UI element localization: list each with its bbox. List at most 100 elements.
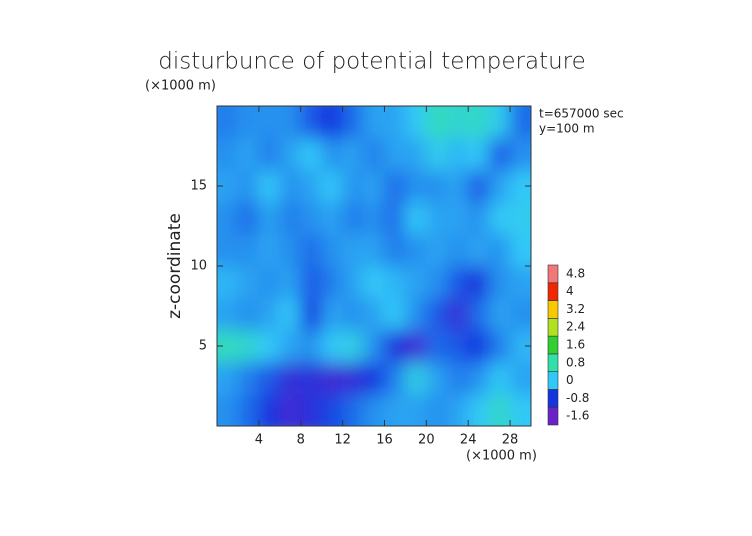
axes: 4 8 12 16 20 24 28 5 10 15 -1.6 -0.8 0 0.8 1.6 2.4 3.2 4 4… xyxy=(190,105,589,448)
cell xyxy=(467,297,490,331)
cell xyxy=(321,233,344,267)
x-tick-label: 12 xyxy=(334,433,351,448)
cell xyxy=(363,169,385,203)
cell xyxy=(258,393,281,426)
cell xyxy=(404,169,427,203)
colorbar-label: 4 xyxy=(566,284,574,298)
colorbar-box xyxy=(547,389,559,408)
cell xyxy=(321,201,344,235)
cell xyxy=(258,361,281,395)
cell xyxy=(321,329,344,363)
cell xyxy=(383,233,406,267)
cell xyxy=(467,169,490,203)
cell xyxy=(383,106,406,139)
colorbar-label: 1.6 xyxy=(566,338,585,352)
cell xyxy=(321,106,344,139)
cell xyxy=(279,297,302,331)
cell xyxy=(363,265,385,299)
colorbar-label: 4.8 xyxy=(566,266,585,280)
cell xyxy=(425,169,448,203)
cell xyxy=(279,393,302,426)
cell xyxy=(279,137,302,171)
cell xyxy=(425,106,448,139)
cell xyxy=(509,393,531,426)
colorbar-box xyxy=(547,264,559,284)
cell xyxy=(488,201,511,235)
colorbar-box xyxy=(547,282,559,301)
cell xyxy=(300,169,323,203)
cell xyxy=(342,265,365,299)
cell xyxy=(425,233,448,267)
cell xyxy=(363,393,385,426)
field xyxy=(217,106,531,426)
cell xyxy=(467,361,490,395)
cell xyxy=(446,329,469,363)
colorbar-label: 0.8 xyxy=(566,355,585,369)
cell xyxy=(217,233,239,267)
colorbar-box xyxy=(547,300,559,319)
colorbar-label: 2.4 xyxy=(566,320,585,334)
cell xyxy=(363,201,385,235)
cell xyxy=(217,106,239,139)
cell xyxy=(279,201,302,235)
cell xyxy=(300,137,323,171)
cell xyxy=(467,329,490,363)
cell xyxy=(404,329,427,363)
cell xyxy=(509,297,531,331)
cell xyxy=(342,393,365,426)
cell xyxy=(383,329,406,363)
x-tick-label: 20 xyxy=(418,433,435,448)
cell xyxy=(300,265,323,299)
cell xyxy=(404,265,427,299)
cell xyxy=(467,201,490,235)
cell xyxy=(488,297,511,331)
cell xyxy=(446,393,469,426)
cell xyxy=(279,106,302,139)
cell xyxy=(467,233,490,267)
cell xyxy=(425,329,448,363)
cell xyxy=(383,137,406,171)
cell xyxy=(237,297,260,331)
cell xyxy=(509,329,531,363)
cell xyxy=(279,265,302,299)
cell xyxy=(237,106,260,139)
cell xyxy=(237,169,260,203)
cell xyxy=(509,169,531,203)
cell xyxy=(279,329,302,363)
cell xyxy=(217,329,239,363)
cell xyxy=(509,137,531,171)
cell xyxy=(321,393,344,426)
cell xyxy=(237,329,260,363)
cell xyxy=(404,233,427,267)
colorbar-box xyxy=(547,371,559,390)
cell xyxy=(488,361,511,395)
x-tick-label: 28 xyxy=(502,433,519,448)
cell xyxy=(467,106,490,139)
colorbar-box xyxy=(547,353,559,372)
cell xyxy=(258,265,281,299)
cell xyxy=(467,137,490,171)
cell xyxy=(237,201,260,235)
cell xyxy=(217,393,239,426)
cell xyxy=(446,265,469,299)
y-tick-label: 5 xyxy=(199,339,207,354)
cell xyxy=(446,137,469,171)
cell xyxy=(425,201,448,235)
cell xyxy=(217,265,239,299)
cell xyxy=(342,297,365,331)
cell xyxy=(321,137,344,171)
colorbar-label: 0 xyxy=(566,373,574,387)
cell xyxy=(342,361,365,395)
cell xyxy=(237,393,260,426)
colorbar-label: -1.6 xyxy=(566,409,589,423)
cell xyxy=(258,106,281,139)
cell xyxy=(404,393,427,426)
cell xyxy=(300,329,323,363)
cell xyxy=(404,137,427,171)
cell xyxy=(342,169,365,203)
cell xyxy=(425,265,448,299)
chart-title: disturbunce of potential temperature xyxy=(158,49,586,75)
cell xyxy=(300,106,323,139)
cell xyxy=(488,106,511,139)
cell xyxy=(383,265,406,299)
